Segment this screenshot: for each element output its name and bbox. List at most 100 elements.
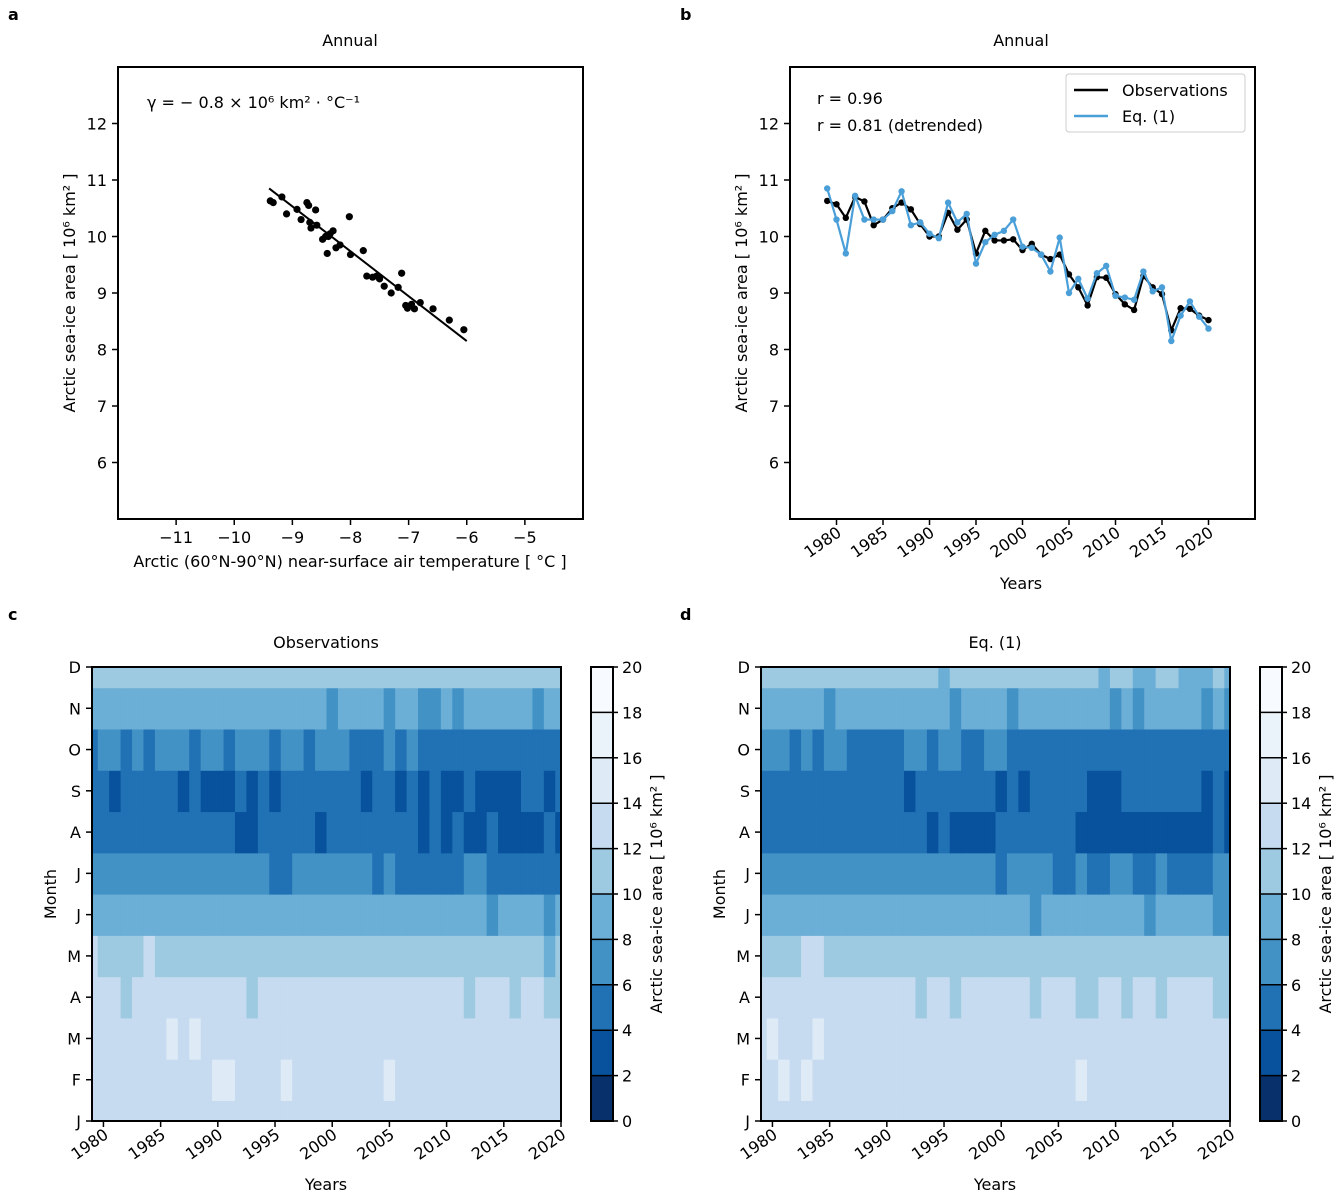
panel-c-cell-8-25 <box>372 770 385 813</box>
panel-d-y-tick-label-8: S <box>740 782 750 801</box>
panel-d-cell-10-36 <box>1167 687 1180 730</box>
panel-b-y-axis-label: Arctic sea-ice area [ 10⁶ km² ] <box>732 173 751 412</box>
panel-b-series-0-point-5 <box>870 222 877 229</box>
panel-d-cell-7-11 <box>881 811 894 854</box>
panel-b-series-0-point-39 <box>1186 305 1194 313</box>
panel-c-colorbar-level-7 <box>591 757 613 804</box>
panel-d-cell-0-20 <box>984 1100 997 1121</box>
panel-d-cell-11-11 <box>881 667 894 689</box>
panel-c-cell-7-22 <box>337 811 350 854</box>
panel-d-cell-9-13 <box>903 728 917 771</box>
panel-c-cell-7-32 <box>452 811 465 854</box>
panel-d-cell-0-19 <box>972 1100 985 1121</box>
panel-c-cell-11-20 <box>315 667 328 689</box>
panel-d-cell-3-20 <box>984 976 997 1019</box>
panel-d-cell-9-34 <box>1144 728 1157 771</box>
panel-c-cell-4-3 <box>120 935 133 978</box>
panel-d-y-tick-label-5: J <box>744 906 750 925</box>
panel-c-cell-7-28 <box>406 811 419 854</box>
panel-d-cell-6-30 <box>1098 852 1111 895</box>
panel-b-series-1-point-8 <box>898 188 905 195</box>
panel-d-cell-10-29 <box>1087 687 1100 730</box>
panel-d-cell-0-14 <box>915 1100 928 1121</box>
panel-d-cell-1-38 <box>1189 1059 1203 1101</box>
panel-d-cell-8-17 <box>949 770 962 813</box>
panel-a-marks <box>266 187 468 342</box>
panel-d-cell-10-14 <box>915 687 928 730</box>
panel-c-cell-10-34 <box>475 687 488 730</box>
panel-c-cell-1-4 <box>132 1059 145 1101</box>
panel-d-cell-6-10 <box>869 852 882 895</box>
panel-c-cell-2-18 <box>292 1017 305 1060</box>
panel-d-cell-1-32 <box>1121 1059 1134 1101</box>
panel-d-cell-5-20 <box>984 894 997 936</box>
panel-d-cell-9-7 <box>835 728 848 771</box>
panel-d-cell-1-6 <box>823 1059 836 1101</box>
panel-d-cell-0-41 <box>1224 1100 1230 1121</box>
panel-c-cell-10-27 <box>395 687 408 730</box>
panel-d-cell-0-2 <box>778 1100 791 1121</box>
panel-c-cell-1-30 <box>429 1059 442 1101</box>
panel-c-y-tick-label-4: M <box>67 947 81 966</box>
panel-d-cell-7-23 <box>1018 811 1031 854</box>
panel-d-cell-3-14 <box>915 976 928 1019</box>
panel-b-series-1-point-10 <box>917 219 924 226</box>
panel-c-y-tick-label-3: A <box>70 988 81 1007</box>
panel-c-cell-6-6 <box>154 852 167 895</box>
panel-d-cell-2-16 <box>938 1017 951 1060</box>
panel-c-cell-6-12 <box>223 852 236 895</box>
panel-d-colorbar-level-4 <box>1260 894 1282 940</box>
panel-d-cell-6-25 <box>1041 852 1054 895</box>
panel-d-cell-9-19 <box>972 728 985 771</box>
panel-c-cell-0-11 <box>212 1100 225 1121</box>
panel-d-cell-1-2 <box>778 1059 791 1101</box>
panel-d-cell-3-1 <box>766 976 779 1019</box>
panel-c-cell-6-36 <box>498 852 511 895</box>
panel-b-series-1-point-19 <box>1000 227 1008 235</box>
panel-c-cell-2-32 <box>452 1017 465 1060</box>
panel-d-cell-9-16 <box>938 728 951 771</box>
panel-d-cell-6-38 <box>1189 852 1203 895</box>
panel-d-cell-1-31 <box>1109 1059 1122 1101</box>
panel-d-cell-10-37 <box>1178 687 1191 730</box>
panel-c-cell-9-33 <box>463 728 476 771</box>
panel-c-cell-10-15 <box>257 687 270 730</box>
panel-c-cell-9-24 <box>360 728 373 771</box>
panel-a-x-tick-label-5: −6 <box>455 528 479 547</box>
panel-d-cell-9-25 <box>1041 728 1054 771</box>
panel-d-title: Eq. (1) <box>968 633 1021 652</box>
panel-d-cell-4-1 <box>766 935 779 978</box>
panel-c-cell-5-2 <box>109 894 122 936</box>
panel-d-cell-4-35 <box>1155 935 1168 978</box>
panel-c-cell-4-33 <box>463 935 476 978</box>
panel-c-cell-1-8 <box>177 1059 190 1101</box>
panel-a-point-27 <box>380 282 388 290</box>
panel-d-cell-5-12 <box>892 894 905 936</box>
panel-d-cell-10-8 <box>846 687 859 730</box>
panel-d-cell-8-20 <box>984 770 997 813</box>
panel-d-cell-11-13 <box>903 667 917 689</box>
panel-c-cell-8-6 <box>154 770 167 813</box>
panel-d-cell-8-5 <box>812 770 825 813</box>
panel-c-cell-0-34 <box>475 1100 488 1121</box>
panel-d-cell-4-33 <box>1132 935 1145 978</box>
panel-c-cell-8-30 <box>429 770 442 813</box>
panel-d-cell-8-3 <box>789 770 802 813</box>
panel-d-cell-0-13 <box>903 1100 917 1121</box>
panel-c-cell-7-38 <box>520 811 534 854</box>
panel-c-cell-5-20 <box>315 894 328 936</box>
panel-d-cell-3-6 <box>823 976 836 1019</box>
panel-c-cell-10-10 <box>200 687 213 730</box>
panel-c-cell-4-37 <box>509 935 522 978</box>
panel-c-y-tick-label-8: S <box>71 782 81 801</box>
panel-c-cell-11-12 <box>223 667 236 689</box>
panel-c-cell-3-4 <box>132 976 145 1019</box>
panel-c-cell-3-39 <box>532 976 545 1019</box>
panel-d-cell-7-30 <box>1098 811 1111 854</box>
panel-d-colorbar-label: Arctic sea-ice area [ 10⁶ km² ] <box>1316 774 1335 1013</box>
panel-d-cell-6-35 <box>1155 852 1168 895</box>
panel-a-point-1 <box>269 199 277 207</box>
panel-c-cell-11-32 <box>452 667 465 689</box>
panel-c-cell-0-16 <box>269 1100 282 1121</box>
panel-c-cell-6-21 <box>326 852 339 895</box>
